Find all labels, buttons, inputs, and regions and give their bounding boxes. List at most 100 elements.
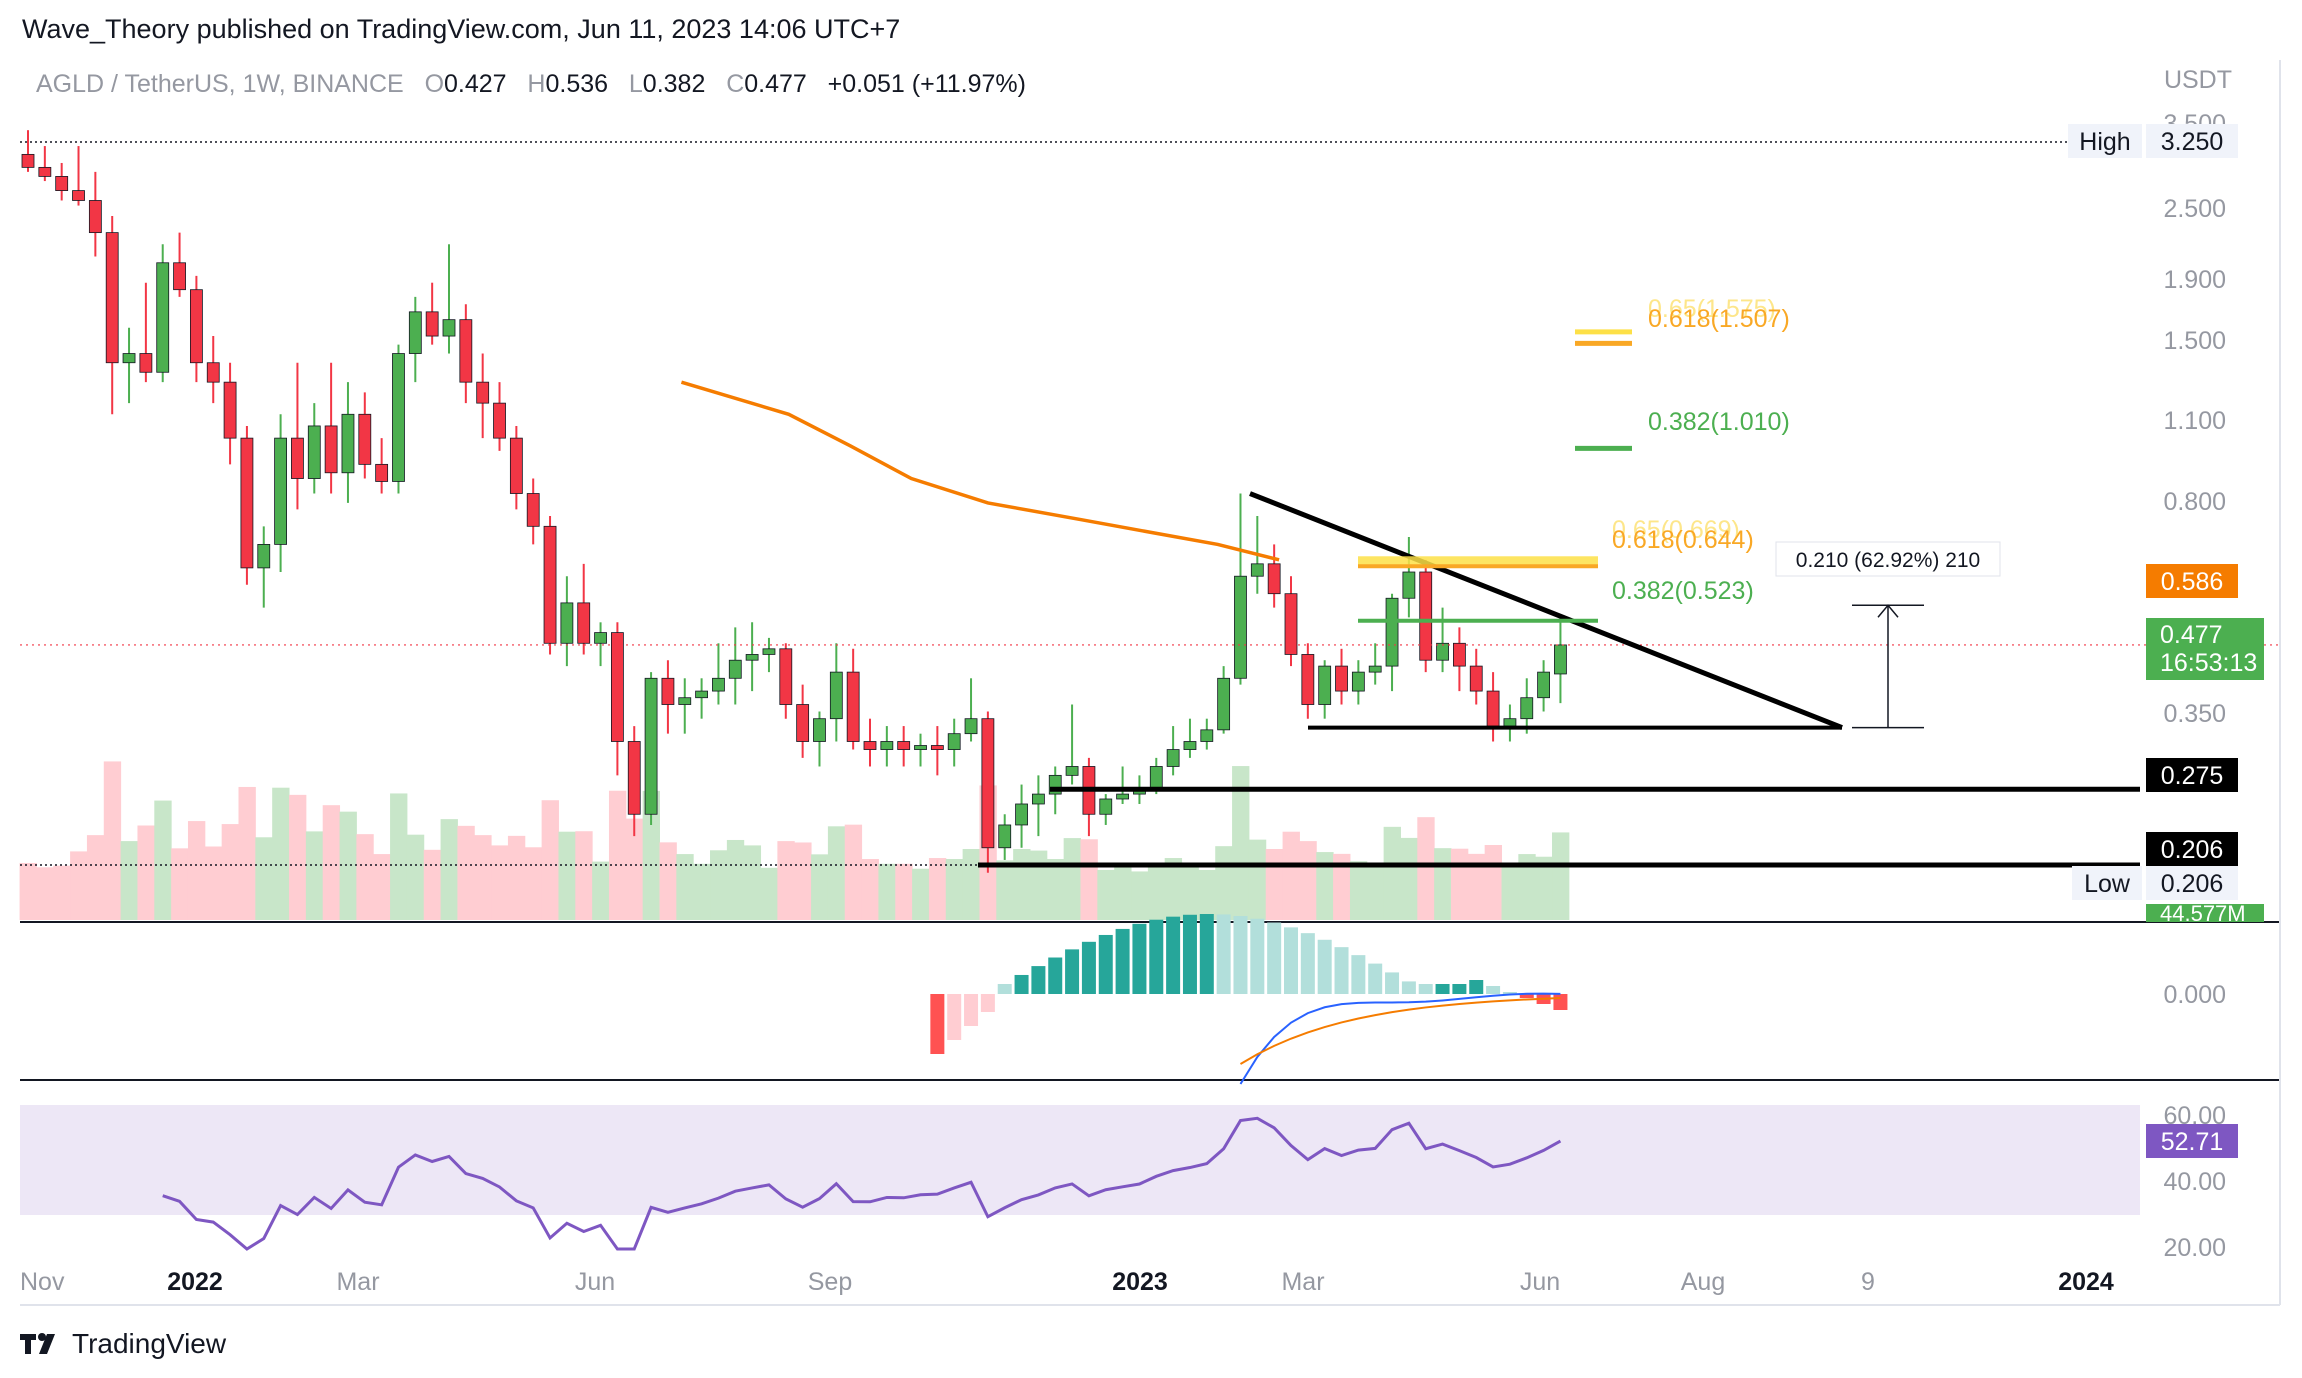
volume-bar xyxy=(1080,839,1098,920)
high-label: High xyxy=(2079,128,2130,156)
volume-bar xyxy=(710,850,728,920)
macd-histogram-bar xyxy=(1317,939,1332,994)
candle-body xyxy=(1099,798,1113,815)
time-tick-mar: Mar xyxy=(336,1268,379,1296)
volume-bar xyxy=(1552,832,1570,920)
candle-body xyxy=(897,741,911,750)
price-tick-1100: 1.100 xyxy=(2163,407,2226,435)
volume-bar xyxy=(1501,866,1519,920)
fib-0618-lower-label: 0.618(0.644) xyxy=(1612,526,1754,554)
level-0206: 0.206 xyxy=(2161,836,2224,864)
macd-group xyxy=(930,914,1568,1085)
measure-arrow-head xyxy=(1877,604,1899,618)
volume-bar xyxy=(1164,858,1183,920)
macd-histogram-bar xyxy=(980,994,995,1012)
rsi-group xyxy=(162,1116,1562,1251)
time-tick-2023: 2023 xyxy=(1112,1268,1168,1296)
candle-body xyxy=(1335,665,1348,692)
volume-bar xyxy=(844,824,863,920)
macd-line xyxy=(1239,992,1561,1085)
macd-histogram-bar xyxy=(1216,914,1231,994)
macd-histogram-bar xyxy=(1166,916,1181,994)
macd-histogram-bar xyxy=(1469,980,1484,994)
footer-brand[interactable]: TradingView xyxy=(20,1328,226,1360)
fib-065-upper-label: 0.65(1.575) xyxy=(1648,295,1776,323)
volume-bar xyxy=(507,835,526,920)
candle-body xyxy=(173,262,186,291)
candle-body xyxy=(762,648,776,655)
volume-bar xyxy=(120,841,138,920)
macd-histogram-bar xyxy=(1149,919,1164,994)
volume-bar xyxy=(406,834,425,920)
volume-bar xyxy=(928,858,947,920)
time-tick-jun: Jun xyxy=(575,1268,615,1296)
candle-body xyxy=(880,741,894,750)
candle-body xyxy=(1537,671,1550,699)
rsi-tick-20: 20.00 xyxy=(2163,1234,2226,1262)
macd-histogram-bar xyxy=(1267,922,1282,994)
volume-bar xyxy=(878,863,896,920)
candle-body xyxy=(1065,766,1079,776)
volume-bar xyxy=(541,800,559,920)
candle-body xyxy=(274,437,288,545)
macd-histogram-bar xyxy=(1418,984,1433,994)
volume-bar xyxy=(726,839,745,920)
volume-bar xyxy=(1013,849,1031,920)
candle-body xyxy=(712,677,725,692)
volume-bar xyxy=(103,761,122,920)
volume-bar xyxy=(1131,871,1149,920)
tradingview-logo-icon xyxy=(20,1333,55,1354)
macd-signal-line xyxy=(1239,997,1561,1065)
candle-body xyxy=(1419,571,1433,661)
candle-body xyxy=(459,319,473,383)
volume-bar xyxy=(693,863,711,920)
volume-bar xyxy=(1215,846,1233,920)
volume-bar xyxy=(1181,864,1199,920)
rsi-value: 52.71 xyxy=(2161,1128,2224,1156)
macd-histogram-bar xyxy=(947,994,962,1040)
macd-histogram-bar xyxy=(1098,934,1113,994)
volume-area xyxy=(19,761,1570,920)
candle-body xyxy=(105,232,119,364)
candle-body xyxy=(661,677,675,705)
macd-histogram-bar xyxy=(1435,984,1450,994)
candle-body xyxy=(577,602,591,644)
level-0275-box xyxy=(2146,758,2238,792)
macd-histogram-bar xyxy=(1284,927,1298,994)
candle-body xyxy=(813,718,826,742)
volume-bar xyxy=(777,841,795,920)
volume-bar xyxy=(1097,869,1115,920)
candle-body xyxy=(1520,697,1534,720)
volume-bar xyxy=(1400,837,1418,920)
candle-body xyxy=(998,824,1012,849)
candle-body xyxy=(526,493,540,527)
rsi-value-box xyxy=(2146,1124,2238,1158)
candle-body xyxy=(611,632,624,742)
high-value: 3.250 xyxy=(2161,128,2224,156)
candle-body xyxy=(1368,665,1382,673)
volume-bar xyxy=(1467,853,1486,920)
volume-bar xyxy=(390,793,408,920)
macd-histogram-bar xyxy=(1199,914,1214,994)
time-tick-9: 9 xyxy=(1861,1268,1875,1296)
level-0206-box xyxy=(2146,832,2238,866)
fib-0382-upper-label: 0.382(1.010) xyxy=(1648,408,1790,436)
volume-bar xyxy=(1434,848,1452,920)
price-tick-0350: 0.350 xyxy=(2163,700,2226,728)
volume-bar xyxy=(1114,865,1132,920)
volume-value-box xyxy=(2146,904,2264,922)
legend-low-label: L xyxy=(628,70,643,98)
candle-body xyxy=(627,741,641,815)
volume-bar xyxy=(676,854,694,920)
volume-bar xyxy=(895,863,913,920)
volume-bar xyxy=(1265,849,1284,920)
volume-bar xyxy=(575,831,593,920)
candle-body xyxy=(341,413,355,474)
macd-histogram-bar xyxy=(1502,992,1517,994)
price-tick-0800: 0.800 xyxy=(2163,488,2226,516)
candle-body xyxy=(1351,671,1365,692)
macd-histogram-bar xyxy=(1182,914,1197,994)
candle-body xyxy=(55,176,69,191)
